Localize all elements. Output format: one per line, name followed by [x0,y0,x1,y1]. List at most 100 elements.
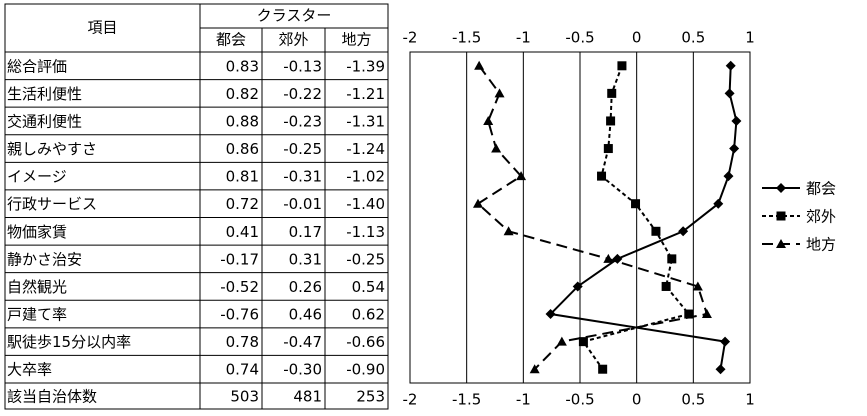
x-tick-label: -2 [403,29,418,47]
marker [503,226,514,236]
table-cell: 0.86 [226,140,259,158]
row-label: 物価家賃 [7,223,67,241]
x-tick-label: -0.5 [565,29,594,47]
marker [661,281,671,291]
table-cell: 0.26 [289,278,322,296]
x-tick-label: -1.5 [452,29,481,47]
marker [729,143,740,154]
row-label: 静かさ治安 [7,250,82,268]
table-cell: 0.46 [289,306,322,324]
legend-label: 都会 [806,180,836,198]
x-tick-label: 0 [632,29,642,47]
table-cell: -0.47 [283,333,322,351]
x-tick-label: -2 [403,391,418,409]
table-cell: -0.66 [346,333,385,351]
table-cell: -0.52 [220,278,259,296]
table-cell: -0.25 [346,250,385,268]
marker [678,226,689,237]
marker [606,116,616,126]
column-header: 郊外 [278,31,308,49]
marker [651,226,661,236]
x-tick-label: -0.5 [565,391,594,409]
row-label: イメージ [7,168,67,186]
row-label: 駅徒歩15分以内率 [7,333,131,351]
x-tick-label: -1 [516,29,531,47]
marker [713,198,724,209]
legend-label: 郊外 [806,208,836,226]
row-label: 生活利便性 [7,85,82,103]
row-label: 該当自治体数 [7,388,97,406]
table-cell: 0.78 [226,333,259,351]
x-tick-label: 0.5 [681,29,705,47]
marker [572,281,583,292]
x-tick-label: 1 [745,391,755,409]
marker [545,309,556,320]
row-label: 交通利便性 [7,112,82,130]
marker [578,337,588,347]
marker [529,364,540,374]
marker [724,88,735,99]
table-cell: 0.62 [352,306,385,324]
x-tick-label: 0.5 [681,391,705,409]
table-cell: -1.21 [346,85,385,103]
x-tick-label: -1.5 [452,391,481,409]
table-cell: 481 [293,388,322,406]
marker [692,281,703,291]
table-cell: -1.39 [346,57,385,75]
table-cell: -1.13 [346,223,385,241]
table-cell: -0.17 [220,250,259,268]
table-cell: 0.41 [226,223,259,241]
table-cell: -0.23 [283,112,322,130]
marker [701,309,712,319]
marker [603,253,614,263]
legend-marker [776,239,786,248]
row-label: 総合評価 [7,57,67,75]
marker [684,309,694,319]
table-cell: -0.90 [346,361,385,379]
table-cell: 503 [230,388,259,406]
row-label: 行政サービス [7,195,97,213]
table-cell: -0.13 [283,57,322,75]
legend-marker [776,183,786,193]
row-label: 大卒率 [7,361,52,379]
table-cell: 0.81 [226,168,259,186]
series-line [581,65,691,370]
x-tick-label: 1 [745,29,755,47]
table-header: 項目 [87,19,117,37]
table-cell: -0.30 [283,361,322,379]
marker [597,171,607,181]
x-tick-label: 0 [632,391,642,409]
table-cell: 0.72 [226,195,259,213]
table-cell: 253 [356,388,385,406]
table-border [4,3,389,410]
table-cell: 0.31 [289,250,322,268]
table-cell: -0.01 [283,195,322,213]
marker [723,171,734,182]
table-cell: -1.31 [346,112,385,130]
table-cell: 0.83 [226,57,259,75]
marker [491,143,502,153]
marker [516,171,527,181]
table-cell: 0.88 [226,112,259,130]
column-header: 都会 [216,31,246,49]
marker [483,115,494,125]
row-label: 親しみやすさ [7,140,97,158]
row-label: 自然観光 [7,278,67,296]
marker [556,336,567,346]
legend-marker [776,211,786,221]
marker [617,61,627,71]
marker [720,336,731,347]
table-cell: -1.02 [346,168,385,186]
column-header: 地方 [341,31,371,49]
table-cell: 0.82 [226,85,259,103]
marker [725,60,736,71]
marker [667,254,677,264]
marker [631,199,641,209]
series-line [548,65,738,370]
table-cell: -0.76 [220,306,259,324]
marker [607,88,617,98]
table-cell: -1.40 [346,195,385,213]
marker [603,144,613,154]
marker [715,364,726,375]
